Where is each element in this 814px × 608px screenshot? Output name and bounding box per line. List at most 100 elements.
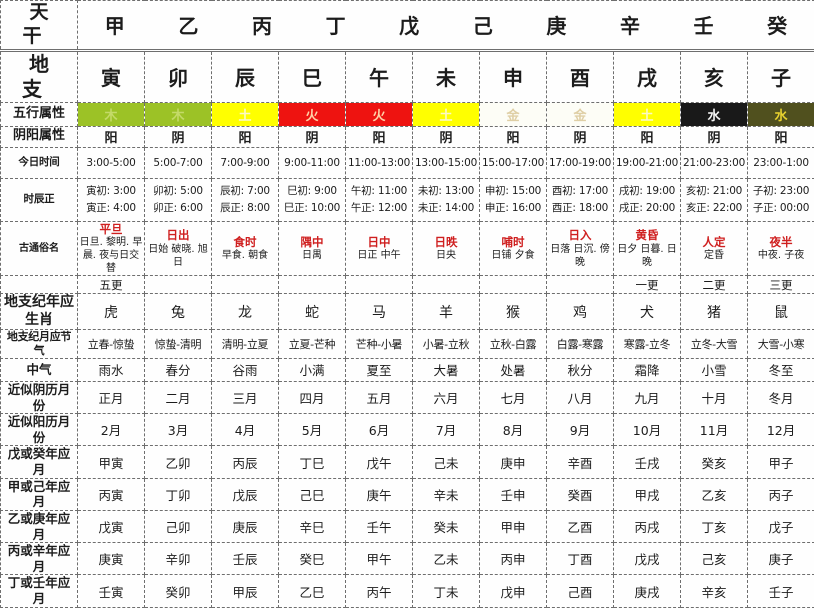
data-cell: 壬子 [748, 575, 814, 607]
branch-cell: 申 [480, 50, 547, 102]
hour-mid-line: 巳正: 10:00 [279, 200, 345, 217]
table-row-lunar: 近似阴历月份正月二月三月四月五月六月七月八月九月十月冬月 [1, 381, 814, 413]
data-cell: 壬戌 [614, 446, 681, 478]
data-cell: 清明-立夏 [212, 330, 279, 359]
ancient-name-title: 哺时 [480, 235, 546, 250]
hour-start-line: 巳初: 9:00 [279, 183, 345, 200]
hour-start-line: 申初: 15:00 [480, 183, 546, 200]
data-cell: 哺时日铺 夕食 [480, 221, 547, 276]
stems-cells: 甲乙丙丁戊己庚辛壬癸 [78, 1, 814, 51]
data-cell: 庚辰 [212, 510, 279, 542]
data-cell: 庚寅 [78, 543, 145, 575]
hour-mid-line: 寅正: 4:00 [78, 200, 144, 217]
data-cell: 丙辰 [212, 446, 279, 478]
data-cell: 猴 [480, 294, 547, 330]
data-cell: 8月 [480, 414, 547, 446]
data-cell: 立春-惊蛰 [78, 330, 145, 359]
branch-cell: 戌 [614, 50, 681, 102]
branch-cell: 卯 [145, 50, 212, 102]
data-cell: 癸卯 [145, 575, 212, 607]
branches-row-label: 地支 [1, 50, 78, 102]
ancient-name-sub: 日旦. 黎明. 早晨. 夜与日交替 [78, 236, 144, 275]
data-cell: 木 [145, 102, 212, 126]
ancient-name-title: 日昳 [413, 235, 479, 250]
data-cell: 23:00-1:00 [748, 147, 814, 178]
data-cell: 11月 [681, 414, 748, 446]
data-cell: 乙卯 [145, 446, 212, 478]
hour-start-line: 寅初: 3:00 [78, 183, 144, 200]
data-cell: 九月 [614, 381, 681, 413]
earthly-branches-row: 地支 寅卯辰巳午未申酉戌亥子 [1, 50, 814, 102]
ancient-name-sub: 日央 [413, 249, 479, 262]
data-cell: 一更 [614, 276, 681, 294]
data-cell: 丙寅 [78, 478, 145, 510]
data-cell: 马 [346, 294, 413, 330]
data-cell: 7月 [413, 414, 480, 446]
data-cell: 癸亥 [681, 446, 748, 478]
data-cell: 五更 [78, 276, 145, 294]
data-cell [413, 276, 480, 294]
data-cell: 阴 [413, 126, 480, 147]
data-cell: 火 [346, 102, 413, 126]
data-cell: 壬寅 [78, 575, 145, 607]
data-cell: 阳 [480, 126, 547, 147]
data-cell: 十月 [681, 381, 748, 413]
data-cell: 阳 [212, 126, 279, 147]
stem-cell: 乙 [178, 10, 198, 39]
ancient-name-title: 隅中 [279, 235, 345, 250]
data-cell: 7:00-9:00 [212, 147, 279, 178]
data-cell: 金 [547, 102, 614, 126]
stem-cell: 癸 [767, 10, 787, 39]
data-cell: 庚子 [748, 543, 814, 575]
data-cell: 甲戌 [614, 478, 681, 510]
table-row-ganzhi: 丙或辛年应月庚寅辛卯壬辰癸巳甲午乙未丙申丁酉戊戌己亥庚子 [1, 543, 814, 575]
data-cell: 土 [614, 102, 681, 126]
data-cell: 寒露-立冬 [614, 330, 681, 359]
data-cell: 戊戌 [614, 543, 681, 575]
data-cell: 五月 [346, 381, 413, 413]
stems-row-label: 天干 [1, 1, 78, 51]
data-cell [346, 276, 413, 294]
data-cell: 大暑 [413, 358, 480, 381]
data-cell [279, 276, 346, 294]
stem-cell: 戊 [399, 10, 419, 39]
table-row-zodiac: 地支纪年应生肖虎兔龙蛇马羊猴鸡犬猪鼠 [1, 294, 814, 330]
data-cell: 庚戌 [614, 575, 681, 607]
data-cell: 17:00-19:00 [547, 147, 614, 178]
data-cell: 犬 [614, 294, 681, 330]
data-cell: 霜降 [614, 358, 681, 381]
row-label: 甲或己年应月 [1, 478, 78, 510]
hour-start-line: 未初: 13:00 [413, 183, 479, 200]
row-label: 地支纪年应生肖 [1, 294, 78, 330]
row-label: 五行属性 [1, 102, 78, 126]
data-cell: 甲寅 [78, 446, 145, 478]
data-cell: 丁亥 [681, 510, 748, 542]
stem-cell: 甲 [105, 10, 125, 39]
data-cell: 丙午 [346, 575, 413, 607]
data-cell: 9月 [547, 414, 614, 446]
hour-mid-line: 子正: 00:00 [748, 200, 814, 217]
hour-start-line: 辰初: 7:00 [212, 183, 278, 200]
data-cell: 乙酉 [547, 510, 614, 542]
heavenly-stems-row: 天干 甲乙丙丁戊己庚辛壬癸 [1, 1, 814, 51]
data-cell: 小暑-立秋 [413, 330, 480, 359]
ancient-name-title: 黄昏 [614, 228, 680, 243]
row-label: 今日时间 [1, 147, 78, 178]
data-cell: 阳 [748, 126, 814, 147]
data-cell: 癸酉 [547, 478, 614, 510]
data-cell: 土 [413, 102, 480, 126]
ancient-name-sub: 定昏 [681, 249, 747, 262]
data-cell: 丁卯 [145, 478, 212, 510]
data-cell: 夏至 [346, 358, 413, 381]
data-cell: 食时早食. 朝食 [212, 221, 279, 276]
stem-cell: 壬 [694, 10, 714, 39]
data-cell: 乙亥 [681, 478, 748, 510]
data-cell: 辛酉 [547, 446, 614, 478]
